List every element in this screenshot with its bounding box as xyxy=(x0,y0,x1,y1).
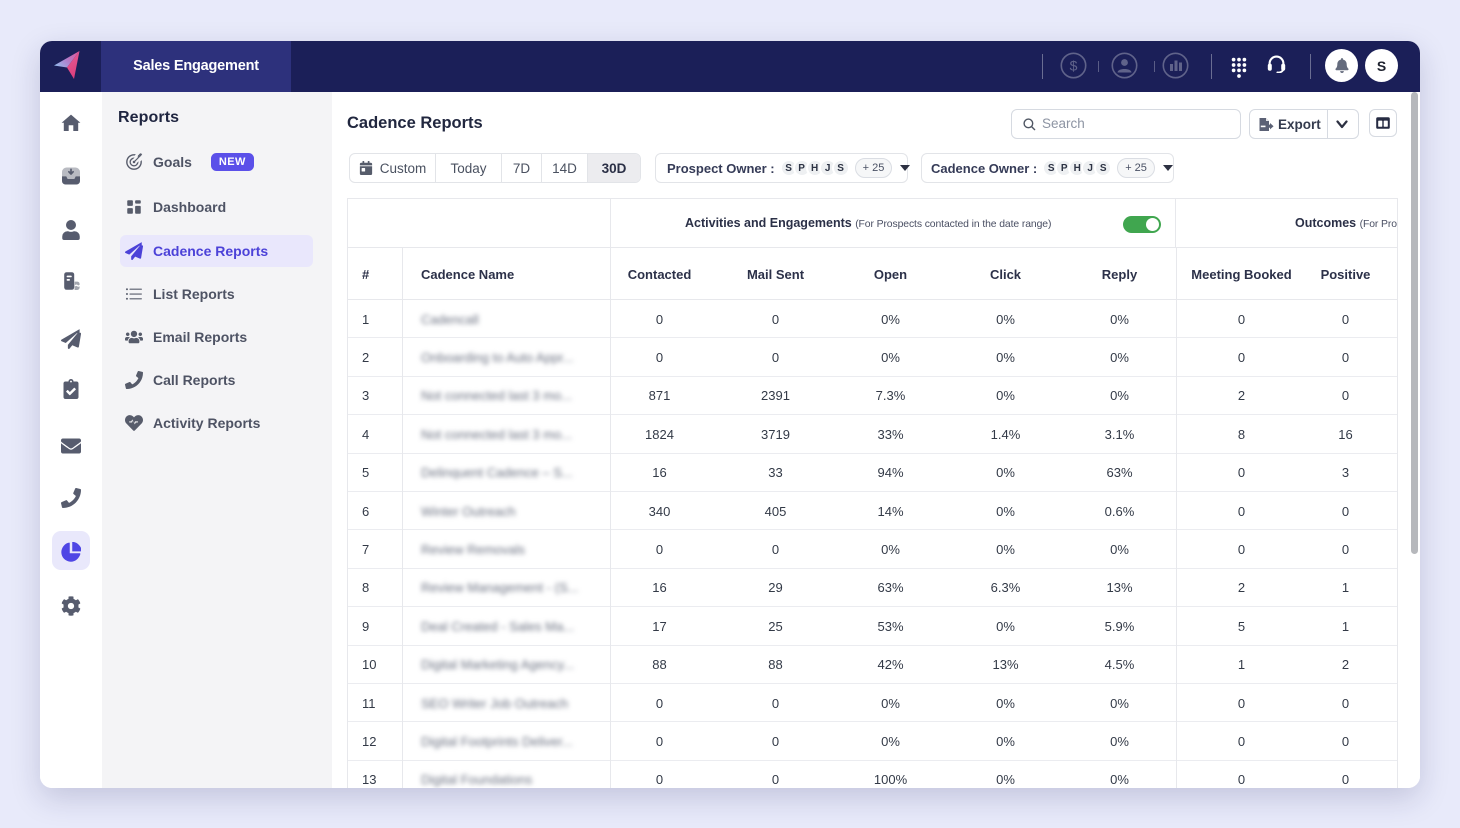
svg-text:$: $ xyxy=(1070,58,1078,74)
